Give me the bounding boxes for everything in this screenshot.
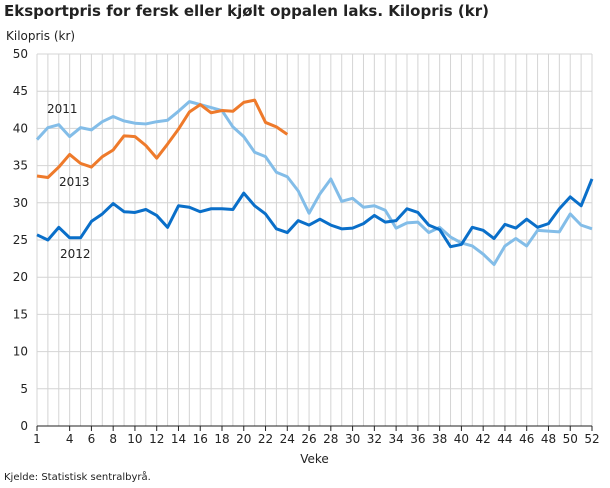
x-tick-label: 20: [236, 432, 251, 446]
x-tick-label: 40: [454, 432, 469, 446]
x-tick-label: 8: [109, 432, 117, 446]
x-axis-label: Veke: [300, 452, 329, 466]
series-label-2013: 2013: [59, 175, 90, 189]
y-tick-label: 30: [13, 196, 28, 210]
x-tick-label: 16: [193, 432, 208, 446]
x-tick-label: 52: [584, 432, 599, 446]
y-tick-label: 40: [13, 121, 28, 135]
x-tick-label: 34: [388, 432, 403, 446]
chart-title: Eksportpris for fersk eller kjølt oppale…: [4, 2, 489, 20]
x-tick-label: 50: [563, 432, 578, 446]
y-tick-label: 10: [13, 345, 28, 359]
y-tick-label: 15: [13, 307, 28, 321]
series-line-2011: [35, 100, 593, 267]
series-line-2012: [36, 178, 594, 249]
series-label-2011: 2011: [47, 102, 78, 116]
x-tick-label: 38: [432, 432, 447, 446]
x-tick-label: 12: [149, 432, 164, 446]
x-tick-label: 42: [476, 432, 491, 446]
x-tick-label: 26: [301, 432, 316, 446]
x-tick-label: 30: [345, 432, 360, 446]
x-tick-label: 36: [410, 432, 425, 446]
y-tick-label: 0: [20, 419, 28, 433]
y-tick-label: 20: [13, 270, 28, 284]
x-tick-label: 28: [323, 432, 338, 446]
y-tick-label: 50: [13, 47, 28, 61]
x-tick-label: 48: [541, 432, 556, 446]
x-tick-label: 46: [519, 432, 534, 446]
x-tick-label: 1: [33, 432, 41, 446]
y-tick-label: 25: [13, 233, 28, 247]
x-tick-label: 32: [367, 432, 382, 446]
x-tick-label: 24: [280, 432, 295, 446]
series-line-2013: [36, 98, 289, 180]
y-tick-label: 45: [13, 84, 28, 98]
x-tick-label: 10: [127, 432, 142, 446]
x-tick-label: 44: [497, 432, 512, 446]
source-note: Kjelde: Statistisk sentralbyrå.: [4, 472, 151, 483]
y-axis-label: Kilopris (kr): [6, 29, 76, 43]
series-label-2012: 2012: [60, 247, 91, 261]
x-tick-label: 22: [258, 432, 273, 446]
x-tick-label: 6: [88, 432, 96, 446]
y-tick-label: 35: [13, 159, 28, 173]
x-tick-label: 18: [214, 432, 229, 446]
x-tick-label: 14: [171, 432, 186, 446]
x-tick-label: 4: [66, 432, 74, 446]
y-tick-label: 5: [20, 382, 28, 396]
